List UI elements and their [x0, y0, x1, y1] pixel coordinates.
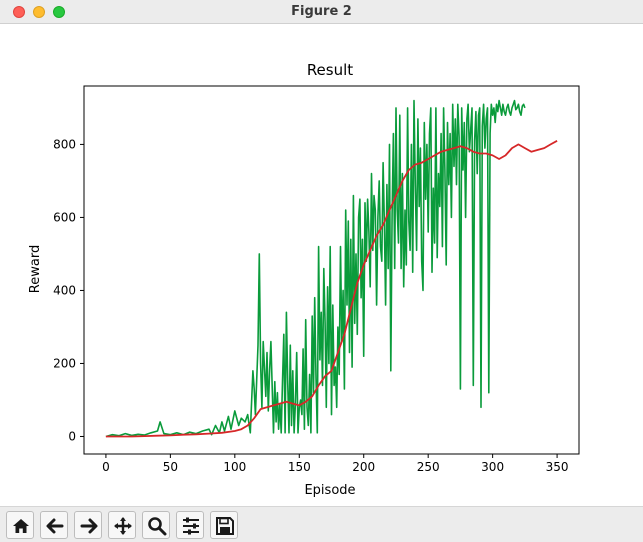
figure-canvas: 0 50 100 150 200 250 300 350 0 200 400 600 800 Resul…: [0, 24, 643, 506]
y-tick-label: 800: [53, 137, 76, 151]
figure-background: [0, 24, 643, 506]
save-button[interactable]: [210, 511, 238, 539]
moving-average-series-line: [105, 140, 558, 438]
home-icon: [13, 519, 29, 533]
window-title: Figure 2: [291, 4, 352, 19]
back-arrow-icon: [46, 518, 64, 534]
x-tick-label: 250: [417, 460, 440, 474]
save-icon: [216, 517, 234, 535]
x-tick-label: 100: [223, 460, 246, 474]
forward-arrow-icon: [80, 518, 98, 534]
x-tick-label: 350: [546, 460, 569, 474]
close-window-button[interactable]: [13, 6, 25, 18]
x-tick-label: 200: [352, 460, 375, 474]
maximize-window-button[interactable]: [53, 6, 65, 18]
x-tick-label: 50: [163, 460, 178, 474]
zoom-icon: [148, 517, 167, 536]
figure-toolbar: [0, 506, 643, 542]
pan-icon: [114, 517, 132, 535]
forward-button[interactable]: [74, 511, 102, 539]
minimize-window-button[interactable]: [33, 6, 45, 18]
x-tick-label: 150: [288, 460, 311, 474]
subplots-icon: [183, 517, 199, 535]
axes-frame: [83, 85, 580, 455]
y-tick-label: 600: [53, 210, 76, 224]
zoom-button[interactable]: [142, 511, 170, 539]
reward-series-line: [105, 99, 526, 438]
plot-area: 0 50 100 150 200 250 300 350 0 200 400 600 800: [53, 85, 580, 474]
configure-subplots-button[interactable]: [176, 511, 204, 539]
window-titlebar: Figure 2: [0, 0, 643, 24]
x-tick-label: 300: [481, 460, 504, 474]
y-tick-label: 200: [53, 356, 76, 370]
x-tick-label: 0: [102, 460, 110, 474]
pan-button[interactable]: [108, 511, 136, 539]
y-axis-label: Reward: [28, 245, 43, 293]
y-tick-label: 0: [68, 429, 76, 443]
home-button[interactable]: [6, 511, 34, 539]
x-axis-label: Episode: [304, 483, 355, 498]
back-button[interactable]: [40, 511, 68, 539]
chart-title: Result: [307, 61, 353, 79]
y-tick-label: 400: [53, 283, 76, 297]
